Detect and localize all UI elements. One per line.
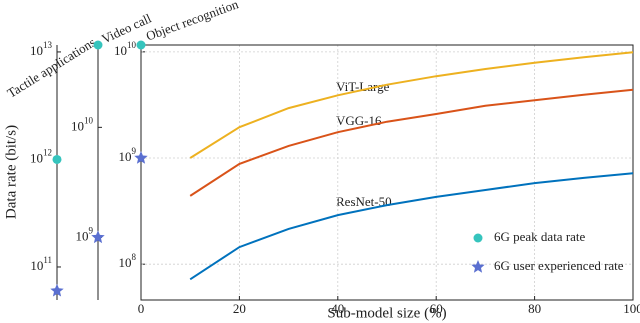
y-tick-label: 1013 [30, 40, 53, 58]
experienced-marker [91, 230, 105, 244]
experienced-marker [50, 283, 64, 297]
y-tick-label: 108 [119, 252, 137, 270]
experienced-marker [134, 151, 148, 164]
x-tick-label: 0 [138, 301, 145, 316]
x-tick-label: 100 [623, 301, 640, 316]
plot-frame [140, 44, 634, 301]
y-tick-label: 1012 [30, 148, 52, 166]
y-tick-label: 109 [119, 146, 137, 164]
line [189, 172, 634, 281]
series-label: ViT-Large [336, 79, 390, 94]
peak-marker [52, 154, 62, 164]
x-tick-label: 20 [233, 301, 246, 316]
y-tick-label: 1010 [114, 40, 137, 58]
legend-label: 6G peak data rate [494, 229, 586, 244]
series-label: ResNet-50 [336, 194, 392, 209]
axis-title: Object recognition [144, 0, 241, 44]
legend-label: 6G user experienced rate [494, 258, 624, 273]
x-tick-label: 60 [430, 301, 443, 316]
peak-marker [93, 40, 103, 50]
x-tick-label: 40 [331, 301, 344, 316]
peak-marker [136, 40, 146, 50]
x-axis-label: Sub-model size (%) [327, 305, 446, 321]
line [189, 51, 634, 159]
y-tick-label: 1011 [30, 255, 52, 273]
x-tick-label: 80 [528, 301, 541, 316]
series-label: VGG-16 [336, 113, 382, 128]
y-axis-label: Data rate (bit/s) [3, 125, 19, 219]
y-tick-label: 109 [76, 225, 94, 243]
legend-marker [471, 260, 485, 273]
y-tick-label: 1010 [71, 115, 94, 133]
legend-marker [473, 233, 483, 243]
line [189, 88, 634, 197]
